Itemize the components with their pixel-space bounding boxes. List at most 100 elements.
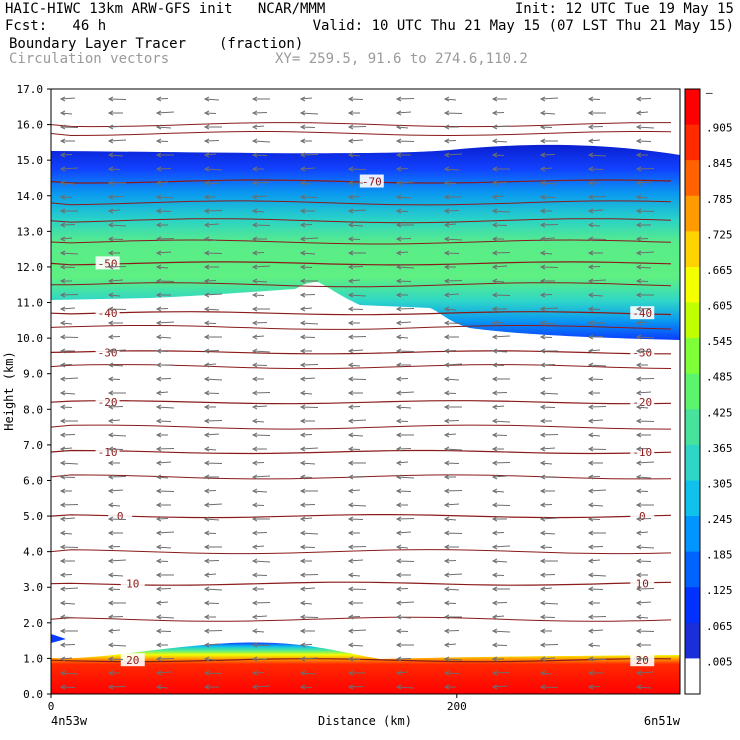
vector-head xyxy=(491,670,498,676)
init-time: Init: 12 UTC Tue 19 May 15 xyxy=(514,1,734,17)
vector-head xyxy=(539,460,546,466)
circulation-vector xyxy=(300,462,316,465)
vector-head xyxy=(491,138,498,144)
circulation-vector xyxy=(108,238,124,240)
vector-head xyxy=(347,222,354,228)
vector-head xyxy=(251,166,258,172)
vector-head xyxy=(635,586,642,592)
vector-head xyxy=(587,418,594,424)
contour-line xyxy=(50,122,671,128)
vector-head xyxy=(299,544,306,550)
vector-head xyxy=(107,586,114,592)
circulation-vector xyxy=(492,490,505,493)
circulation-vector xyxy=(540,97,559,100)
vector-head xyxy=(59,96,66,102)
contour-label-bg xyxy=(630,395,655,409)
vector-head xyxy=(587,530,594,536)
circulation-vector xyxy=(444,420,460,422)
circulation-vector xyxy=(588,196,607,198)
circulation-vector xyxy=(348,349,364,352)
circulation-vector xyxy=(156,518,169,520)
vector-head xyxy=(347,236,354,242)
circulation-vector xyxy=(492,630,511,633)
circulation-vector xyxy=(60,546,79,548)
vector-head xyxy=(59,334,66,340)
vector-head xyxy=(107,194,114,200)
vector-head xyxy=(107,656,114,662)
vector-head xyxy=(395,306,402,312)
vector-head xyxy=(59,516,66,522)
vector-head xyxy=(347,628,354,634)
circulation-vector xyxy=(156,378,172,380)
cross-section-endpoints: XY= 259.5, 91.6 to 274.6,110.2 xyxy=(275,51,528,67)
vector-head xyxy=(539,670,546,676)
vector-head xyxy=(203,278,210,284)
circulation-vector xyxy=(108,629,121,632)
circulation-vector xyxy=(348,434,364,437)
vector-head xyxy=(347,306,354,312)
vector-head xyxy=(587,320,594,326)
circulation-vector xyxy=(588,168,604,170)
circulation-vector xyxy=(492,224,508,226)
circulation-vector xyxy=(204,350,220,352)
circulation-vector xyxy=(60,266,76,268)
circulation-vector xyxy=(300,546,316,548)
vector-head xyxy=(443,516,450,522)
vector-head xyxy=(587,124,594,130)
circulation-vector xyxy=(588,349,601,352)
vector-head xyxy=(299,222,306,228)
vector-head xyxy=(443,474,450,480)
circulation-vector xyxy=(540,462,553,465)
circulation-vector xyxy=(300,587,316,590)
vector-head xyxy=(251,292,258,298)
vector-head xyxy=(443,390,450,396)
colorbar-swatch xyxy=(685,195,700,232)
circulation-vector xyxy=(252,560,271,563)
circulation-vector xyxy=(396,448,412,450)
circulation-vector xyxy=(108,476,127,478)
circulation-vector xyxy=(492,294,511,296)
vector-head xyxy=(59,264,66,270)
vector-head xyxy=(539,446,546,452)
circulation-vector xyxy=(300,112,319,115)
colorbar-level-label: .005 xyxy=(706,655,733,668)
x-axis-label: Distance (km) xyxy=(318,714,412,728)
circulation-vector xyxy=(540,602,559,605)
vector-head xyxy=(299,138,306,144)
vector-head xyxy=(491,222,498,228)
circulation-vector xyxy=(204,560,220,562)
circulation-vector xyxy=(492,210,511,213)
circulation-vector xyxy=(636,518,652,520)
circulation-vector xyxy=(588,406,607,408)
vector-head xyxy=(203,180,210,186)
vector-head xyxy=(539,180,546,186)
vector-head xyxy=(443,334,450,340)
vector-head xyxy=(491,124,498,130)
vector-head xyxy=(203,614,210,620)
vector-head xyxy=(443,600,450,606)
circulation-vector xyxy=(300,616,319,618)
circulation-vector xyxy=(156,308,169,310)
vector-head xyxy=(539,502,546,508)
circulation-vector xyxy=(156,251,172,254)
vector-head xyxy=(155,586,162,592)
vector-head xyxy=(635,460,642,466)
vector-head xyxy=(59,530,66,536)
contour-label: -50 xyxy=(98,257,118,270)
circulation-vector xyxy=(396,321,412,324)
circulation-vector xyxy=(492,112,505,114)
circulation-vector xyxy=(540,587,553,590)
circulation-vector xyxy=(636,546,655,549)
vector-head xyxy=(347,96,354,102)
y-tick-label: 4.0 xyxy=(23,546,43,559)
vector-head xyxy=(491,264,498,270)
circulation-vector xyxy=(540,532,556,535)
vector-head xyxy=(443,530,450,536)
vector-head xyxy=(587,516,594,522)
vector-head xyxy=(395,670,402,676)
vector-head xyxy=(347,334,354,340)
vector-head xyxy=(251,474,258,480)
vector-head xyxy=(299,460,306,466)
x-tick-label: 200 xyxy=(447,700,467,713)
circulation-vector xyxy=(540,154,556,156)
